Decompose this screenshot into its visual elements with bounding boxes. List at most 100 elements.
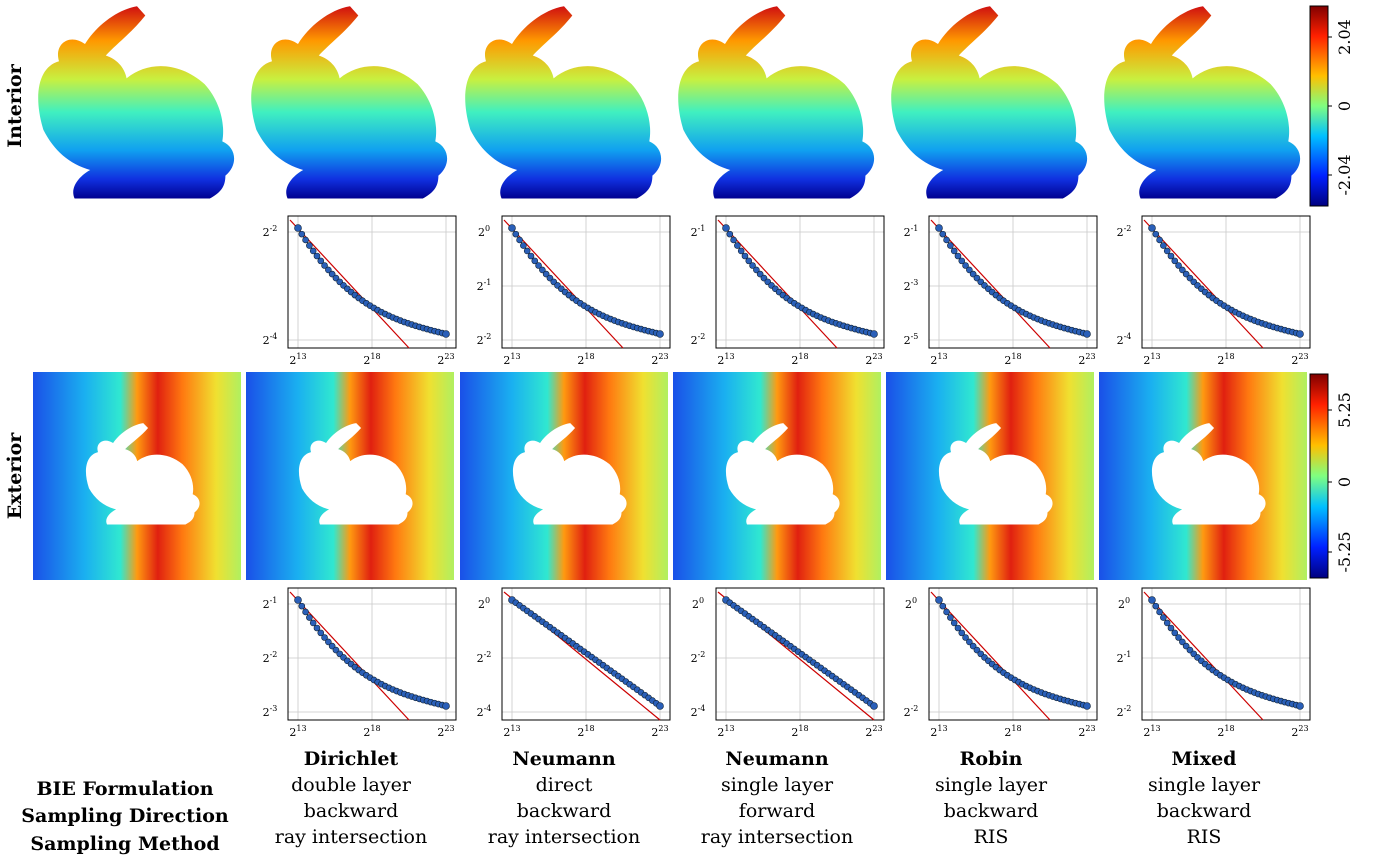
data-point [298, 602, 306, 610]
y-tick-label: 2-2 [1117, 704, 1132, 719]
data-point [943, 236, 950, 244]
x-tick-label: 223 [1078, 352, 1095, 367]
x-tick-label: 223 [437, 352, 454, 367]
column-direction: backward [943, 800, 1039, 822]
data-point [527, 252, 535, 260]
exterior-field-image [1099, 372, 1307, 580]
y-tick-label: 2-2 [1117, 224, 1132, 239]
data-point [730, 236, 737, 244]
x-tick-label: 223 [651, 724, 668, 739]
data-point [947, 614, 954, 621]
y-tick-label: 20 [1118, 596, 1130, 611]
column-formulation: single layer [934, 774, 1048, 796]
column-formulation: single layer [720, 774, 834, 796]
data-point [516, 236, 523, 244]
column-formulation: double layer [291, 774, 411, 796]
interior-bunny-image [465, 6, 662, 199]
x-tick-label: 218 [791, 352, 808, 367]
data-point [442, 702, 450, 710]
data-point [302, 236, 309, 244]
exterior-colorbar-min: -5.25 [1335, 531, 1354, 572]
column-method: RIS [973, 826, 1009, 848]
data-point [870, 702, 878, 710]
data-point [508, 224, 516, 232]
data-point [1148, 596, 1156, 604]
data-point [542, 270, 550, 278]
x-tick-label: 213 [717, 352, 734, 367]
y-tick-label: 2-1 [691, 224, 706, 239]
y-tick-label: 2-1 [904, 224, 919, 239]
interior-bunny-image [251, 6, 448, 199]
data-point [939, 602, 947, 610]
data-point [313, 252, 321, 260]
x-tick-label: 223 [1291, 352, 1308, 367]
data-point [1167, 624, 1175, 632]
data-point [531, 257, 539, 265]
data-point [294, 596, 302, 604]
exterior-field-image [886, 372, 1094, 580]
data-point [966, 266, 973, 274]
convergence-plot: 213 218 223 20 2-2 2-4 [691, 587, 885, 739]
y-tick-label: 2-1 [1117, 650, 1132, 665]
data-point [962, 634, 969, 641]
data-point [328, 270, 336, 278]
exterior-field-image [673, 372, 881, 580]
interior-colorbar-max: 2.04 [1335, 19, 1354, 55]
exterior-field-image [460, 372, 668, 580]
convergence-plot: 213 218 223 20 2-2 2-4 [477, 587, 671, 739]
data-point [950, 247, 958, 255]
data-point [1182, 270, 1190, 278]
x-tick-label: 213 [503, 724, 520, 739]
data-point [313, 624, 321, 632]
y-tick-label: 2-5 [904, 332, 919, 347]
column-direction: backward [1156, 800, 1252, 822]
convergence-plot: 213 218 223 20 2-2 [904, 587, 1098, 739]
data-point [1156, 608, 1163, 616]
data-point [726, 230, 734, 238]
data-point [958, 257, 966, 265]
column-caption: Neumann single layer forward ray intersecti… [677, 746, 877, 850]
data-point [1152, 230, 1160, 238]
interior-colorbar-mid: 0 [1335, 101, 1354, 111]
x-tick-label: 218 [1217, 352, 1234, 367]
y-tick-label: 2-2 [904, 704, 919, 719]
column-caption: Mixed single layer backward RIS [1104, 746, 1304, 850]
x-tick-label: 218 [363, 724, 380, 739]
y-tick-label: 20 [692, 596, 704, 611]
data-point [523, 247, 531, 255]
data-point [939, 230, 947, 238]
y-tick-label: 2-3 [263, 704, 278, 719]
data-point [1182, 642, 1190, 650]
data-point [745, 257, 753, 265]
data-point [535, 262, 542, 269]
data-point [656, 330, 664, 338]
exterior-field-image [33, 372, 241, 580]
interior-colorbar: 2.04 0 -2.04 [1309, 5, 1354, 207]
exterior-field-image [246, 372, 454, 580]
x-tick-label: 223 [865, 352, 882, 367]
data-point [962, 262, 969, 269]
data-point [1179, 638, 1186, 646]
column-formulation: direct [535, 774, 593, 796]
data-point [1296, 330, 1304, 338]
exterior-colorbar: 5.25 0 -5.25 [1309, 373, 1354, 579]
column-method: ray intersection [700, 826, 854, 848]
x-tick-label: 218 [577, 724, 594, 739]
data-point [442, 330, 450, 338]
y-tick-label: 2-2 [691, 332, 706, 347]
x-tick-label: 218 [1004, 724, 1021, 739]
x-tick-label: 223 [651, 352, 668, 367]
fit-line [289, 219, 410, 349]
fit-line [930, 591, 1051, 721]
data-point [512, 230, 520, 238]
x-tick-label: 218 [363, 352, 380, 367]
convergence-plot: 213 218 223 2-1 2-2 [691, 215, 885, 367]
row-label-interior: Interior [4, 64, 26, 148]
convergence-plot: 213 218 223 2-1 2-2 2-3 [263, 587, 457, 739]
data-point [1148, 224, 1156, 232]
convergence-plot: 213 218 223 2-2 2-4 [1117, 215, 1311, 367]
x-tick-label: 218 [1217, 724, 1234, 739]
data-point [1152, 602, 1160, 610]
data-point [753, 266, 760, 274]
exterior-colorbar-max: 5.25 [1335, 392, 1354, 428]
